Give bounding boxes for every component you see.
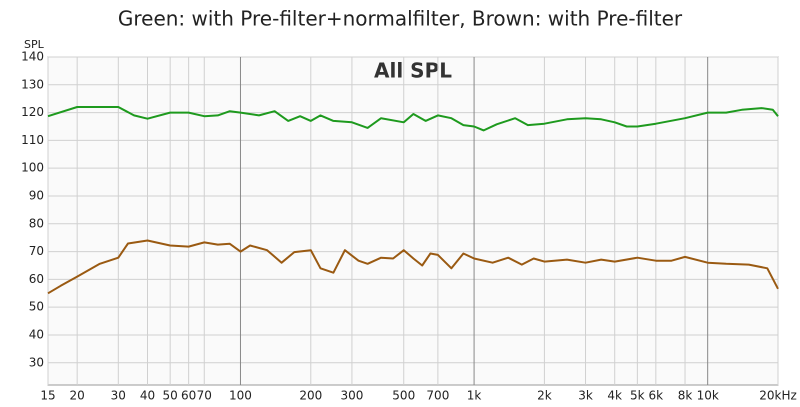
y-tick-label: 50: [29, 300, 44, 314]
y-tick-label: 130: [21, 77, 44, 91]
y-axis-label: SPL: [24, 38, 45, 51]
x-tick-label: 100: [229, 389, 252, 403]
chart-title: Green: with Pre-filter+normalfilter, Bro…: [118, 7, 683, 31]
x-tick-label: 20: [70, 389, 85, 403]
x-tick-label: 3k: [578, 389, 593, 403]
plot-area: [47, 56, 779, 386]
x-tick-label: 50: [163, 389, 178, 403]
x-tick-label: 60: [181, 389, 196, 403]
x-tick-label: 30: [111, 389, 126, 403]
x-tick-label: 200: [299, 389, 322, 403]
x-tick-label: 1k: [467, 389, 482, 403]
x-tick-label: 5k: [630, 389, 645, 403]
y-tick-label: 60: [29, 272, 44, 286]
x-tick-label: 40: [140, 389, 155, 403]
y-tick-label: 140: [21, 50, 44, 64]
x-tick-label: 2k: [537, 389, 552, 403]
series-line: [47, 239, 779, 295]
y-tick-label: 70: [29, 244, 44, 258]
x-tick-label: 20kHz: [759, 389, 797, 403]
y-tick-label: 100: [21, 161, 44, 175]
x-tick-label: 10k: [697, 389, 719, 403]
x-tick-label: 700: [426, 389, 449, 403]
x-tick-label: 4k: [607, 389, 622, 403]
x-tick-label: 70: [197, 389, 212, 403]
y-tick-label: 80: [29, 216, 44, 230]
x-tick-label: 15: [40, 389, 55, 403]
inner-title: All SPL: [374, 59, 452, 83]
x-tick-label: 500: [392, 389, 415, 403]
y-tick-label: 40: [29, 327, 44, 341]
x-tick-label: 6k: [649, 389, 664, 403]
y-tick-label: 120: [21, 105, 44, 119]
y-tick-label: 90: [29, 188, 44, 202]
series-line: [47, 106, 779, 132]
x-tick-label: 300: [340, 389, 363, 403]
x-tick-label: 8k: [678, 389, 693, 403]
y-tick-label: 30: [29, 355, 44, 369]
y-tick-label: 110: [21, 133, 44, 147]
